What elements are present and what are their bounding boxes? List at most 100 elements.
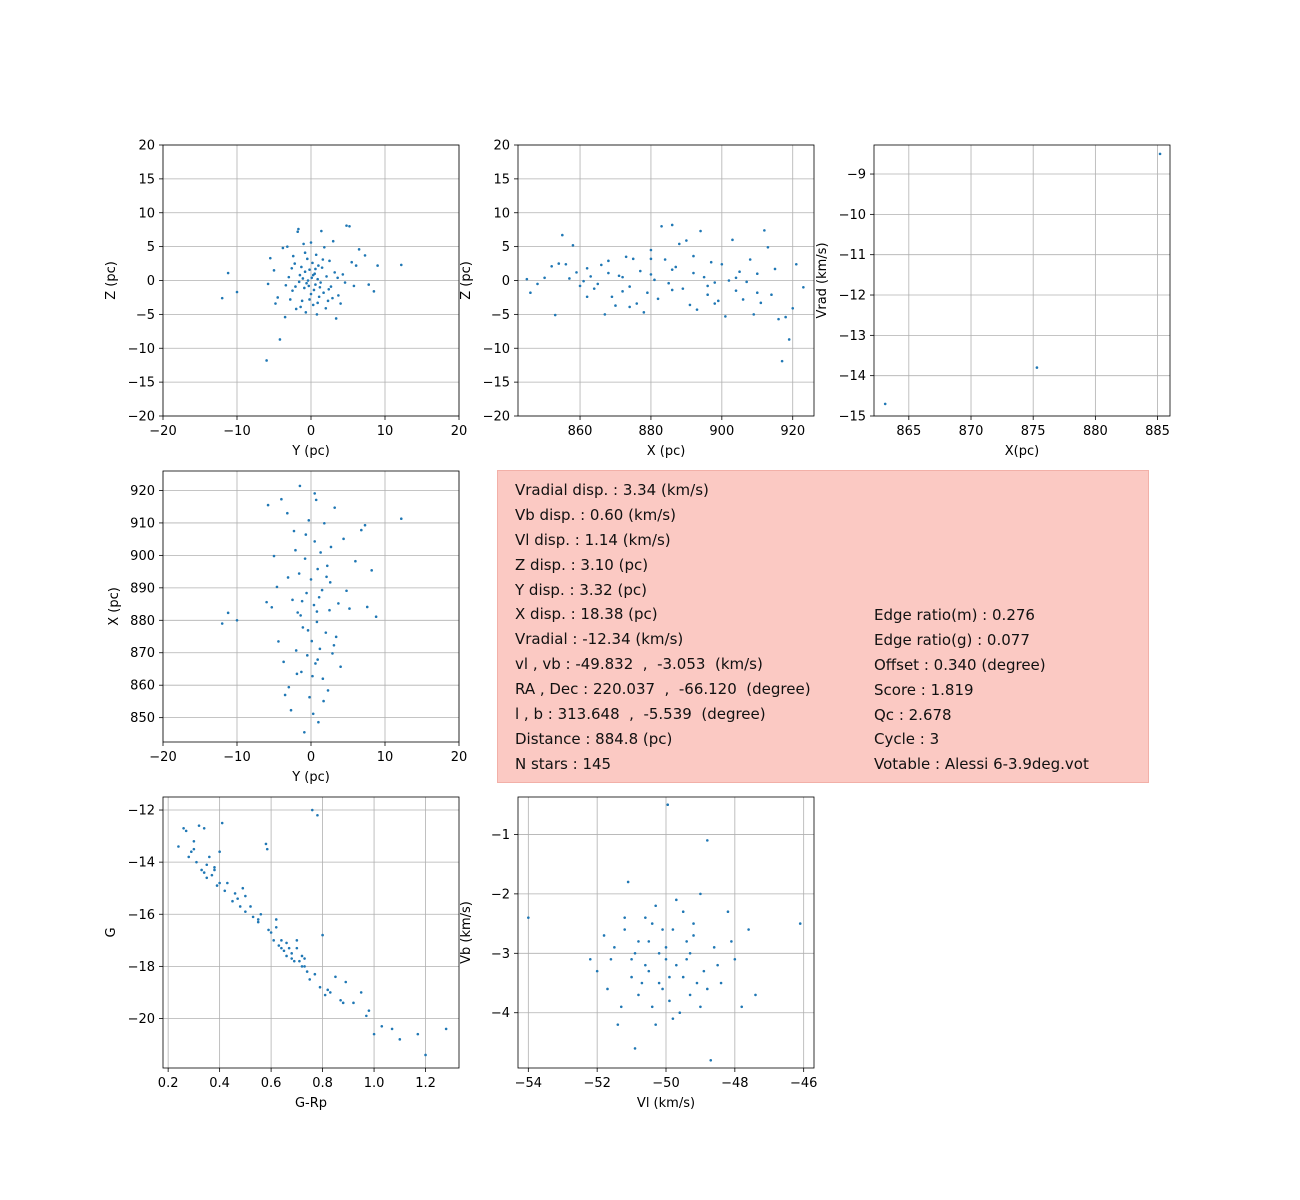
data-point: [343, 281, 347, 284]
data-point: [297, 227, 300, 231]
data-point: [699, 229, 702, 233]
data-point: [606, 987, 609, 991]
data-point: [713, 281, 717, 284]
data-point: [734, 289, 738, 292]
data-point: [294, 548, 297, 552]
y-tick-label: −10: [128, 342, 155, 357]
stat-edge-ratio-g: Edge ratio(g) : 0.077: [874, 630, 1030, 649]
y-tick-label: −18: [128, 960, 155, 975]
data-point: [315, 610, 319, 613]
data-point: [727, 279, 731, 282]
y-tick-label: −15: [128, 376, 155, 391]
data-point: [192, 839, 196, 843]
stat-vl-vb: vl , vb : -49.832 , -3.053 (km/s): [515, 655, 763, 674]
data-point: [316, 658, 319, 661]
data-point: [200, 868, 203, 872]
data-point: [315, 313, 319, 316]
data-point: [332, 643, 336, 647]
data-point: [571, 243, 575, 247]
data-point: [345, 224, 348, 227]
data-point: [307, 519, 311, 522]
data-point: [323, 521, 326, 525]
data-point: [321, 677, 325, 681]
data-point: [755, 291, 759, 294]
y-tick-label: 890: [130, 581, 155, 596]
data-point: [313, 492, 317, 495]
data-point: [671, 928, 675, 931]
y-tick-label: −5: [136, 308, 155, 323]
data-point: [416, 1032, 420, 1036]
data-point: [235, 290, 239, 294]
data-point: [274, 302, 277, 305]
stat-n-stars: N stars : 145: [515, 754, 612, 773]
data-point: [304, 533, 308, 536]
data-point: [297, 280, 301, 284]
x-tick-label: −20: [149, 750, 176, 765]
data-point: [205, 863, 209, 867]
data-point: [266, 503, 270, 507]
data-point: [692, 922, 695, 925]
data-point: [631, 257, 635, 261]
data-point: [292, 959, 296, 963]
data-point: [291, 254, 295, 258]
data-point: [280, 946, 283, 950]
data-point: [321, 258, 325, 261]
data-point: [702, 969, 706, 973]
data-point: [399, 263, 403, 267]
data-point: [226, 881, 229, 885]
data-point: [297, 572, 301, 575]
data-point: [339, 998, 342, 1002]
data-point: [192, 847, 196, 851]
data-point: [348, 225, 351, 228]
data-point: [720, 262, 724, 266]
data-point: [702, 275, 706, 279]
data-point: [883, 402, 887, 406]
data-point: [315, 620, 319, 624]
data-point: [311, 261, 314, 265]
y-tick-label: 0: [147, 274, 155, 289]
x-tick-label: 10: [377, 750, 394, 765]
data-point: [372, 290, 376, 293]
data-point: [285, 941, 288, 945]
data-point: [600, 263, 603, 267]
data-point: [706, 839, 709, 842]
data-point: [326, 988, 330, 992]
data-point: [302, 242, 305, 246]
data-point: [311, 303, 315, 307]
data-point: [313, 972, 317, 976]
y-tick-label: −12: [839, 289, 866, 304]
data-point: [527, 916, 530, 919]
data-point: [334, 317, 338, 320]
data-point: [320, 229, 323, 233]
data-point: [286, 511, 289, 515]
y-tick-label: −3: [491, 947, 510, 962]
data-point: [197, 824, 201, 827]
y-tick-label: −10: [839, 208, 866, 223]
x-tick-label: 875: [1021, 424, 1046, 439]
data-point: [291, 289, 294, 292]
stat-edge-ratio-m: Edge ratio(m) : 0.276: [874, 606, 1035, 624]
data-point: [295, 946, 299, 950]
data-point: [280, 497, 283, 501]
data-point: [637, 993, 640, 997]
data-point: [398, 1038, 402, 1041]
y-tick-label: −20: [483, 410, 510, 425]
data-point: [740, 1005, 744, 1009]
data-point: [303, 557, 307, 560]
y-tick-label: −14: [128, 856, 155, 871]
data-point: [713, 302, 717, 305]
data-point: [226, 271, 230, 275]
data-point: [314, 662, 317, 665]
axes-frame: [517, 144, 815, 417]
data-point: [787, 338, 791, 341]
x-axis-label: Y (pc): [291, 770, 330, 785]
data-point: [309, 292, 313, 296]
stat-vl-disp: Vl disp. : 1.14 (km/s): [515, 530, 671, 549]
data-point: [630, 975, 633, 979]
x-tick-label: 920: [780, 424, 805, 439]
data-point: [202, 871, 206, 874]
x-axis-label: X (pc): [647, 444, 686, 459]
stat-l-b: l , b : 313.648 , -5.539 (degree): [515, 705, 766, 724]
data-point: [265, 359, 268, 362]
